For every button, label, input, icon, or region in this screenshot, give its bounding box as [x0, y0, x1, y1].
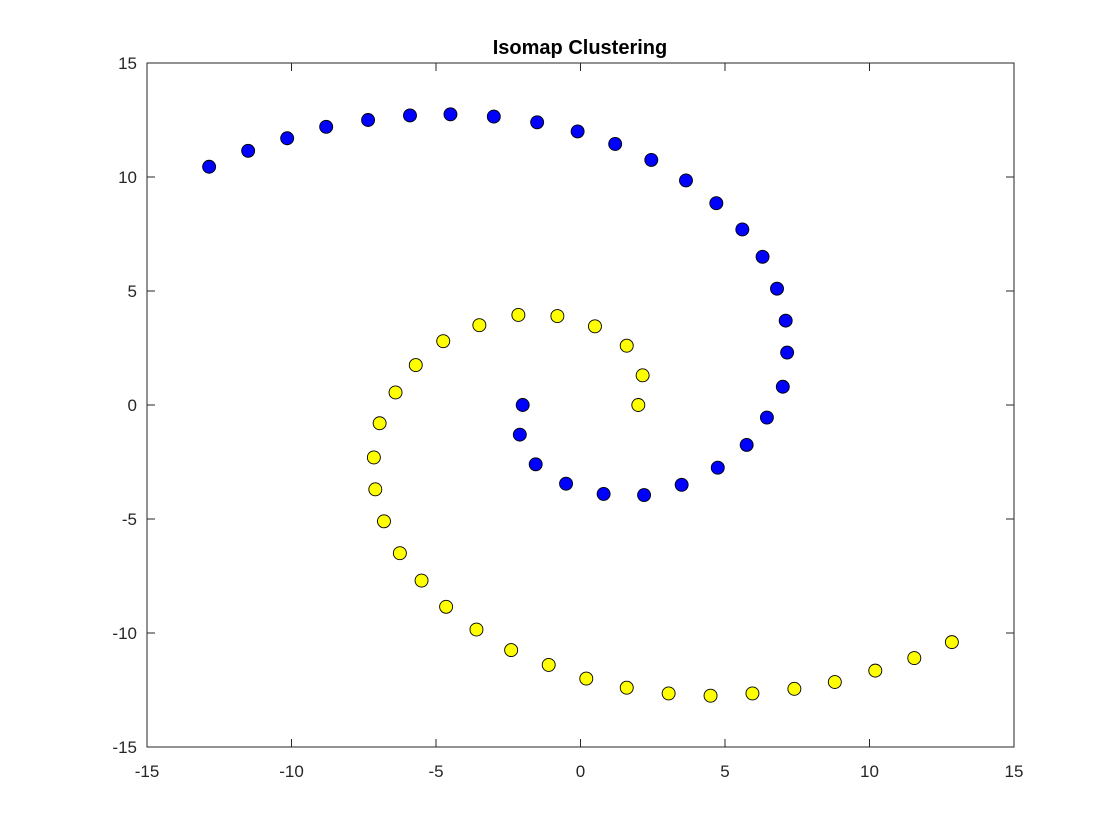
scatter-points [202, 107, 959, 703]
data-point [637, 488, 652, 503]
x-tick-label: 15 [1005, 762, 1024, 781]
data-point [443, 107, 458, 122]
data-point [570, 124, 585, 139]
x-tick-label: 10 [860, 762, 879, 781]
data-point [512, 427, 527, 442]
data-point [439, 599, 454, 614]
data-point [787, 681, 802, 696]
data-point [759, 410, 774, 425]
data-point [631, 398, 646, 412]
data-point [436, 334, 451, 349]
data-point [559, 476, 573, 491]
data-point [486, 109, 501, 124]
data-point [392, 546, 407, 561]
data-point [241, 143, 256, 158]
axis-ticks: -15 -10 -5 0 5 10 15 -15 -10 -5 0 5 10 15 [112, 54, 1023, 781]
data-point [528, 457, 543, 472]
data-point [596, 486, 611, 501]
data-point [635, 368, 650, 383]
y-tick-label: 10 [118, 168, 137, 187]
x-tick-label: -10 [279, 762, 304, 781]
x-tick-label: 5 [720, 762, 729, 781]
data-point [619, 338, 634, 353]
data-point [202, 159, 217, 174]
data-point [469, 622, 484, 637]
data-point [679, 173, 693, 188]
data-point [709, 196, 724, 211]
data-point [515, 398, 530, 412]
data-point [530, 115, 545, 130]
y-tick-label: -10 [112, 624, 137, 643]
data-point [511, 307, 526, 322]
data-point [408, 358, 423, 373]
data-point [280, 131, 295, 146]
chart-title: Isomap Clustering [493, 37, 667, 59]
data-point [644, 152, 659, 167]
data-point [403, 108, 417, 123]
data-point [674, 477, 689, 492]
data-point [550, 309, 565, 324]
data-point [868, 663, 883, 678]
data-point [372, 416, 387, 431]
data-point [414, 573, 429, 588]
data-point [366, 450, 381, 465]
data-point [661, 686, 676, 701]
y-tick-label: 15 [118, 54, 137, 73]
x-tick-label: -15 [135, 762, 160, 781]
x-tick-label: 0 [576, 762, 585, 781]
data-point [780, 345, 795, 360]
data-point [703, 688, 718, 703]
data-point [388, 385, 403, 400]
data-point [739, 437, 754, 452]
data-point [735, 222, 750, 237]
data-point [775, 379, 790, 394]
data-point [619, 680, 634, 695]
y-tick-label: -15 [112, 738, 137, 757]
data-point [778, 313, 793, 328]
data-point [504, 643, 519, 658]
data-point [541, 657, 556, 672]
data-point [319, 119, 334, 134]
data-point [755, 249, 770, 264]
x-tick-label: -5 [428, 762, 443, 781]
y-tick-label: -5 [122, 510, 137, 529]
data-point [368, 482, 383, 497]
data-point [770, 281, 784, 296]
data-point [907, 651, 922, 666]
plot-area-frame [146, 62, 1015, 748]
data-point [827, 675, 842, 689]
data-point [361, 113, 376, 127]
y-tick-label: 0 [128, 396, 137, 415]
data-point [377, 514, 391, 529]
data-point [710, 460, 725, 475]
data-point [745, 686, 760, 701]
data-point [579, 671, 594, 686]
data-point [588, 319, 602, 334]
data-point [944, 635, 959, 650]
y-tick-label: 5 [128, 282, 137, 301]
data-point [472, 318, 487, 333]
data-point [608, 136, 623, 151]
